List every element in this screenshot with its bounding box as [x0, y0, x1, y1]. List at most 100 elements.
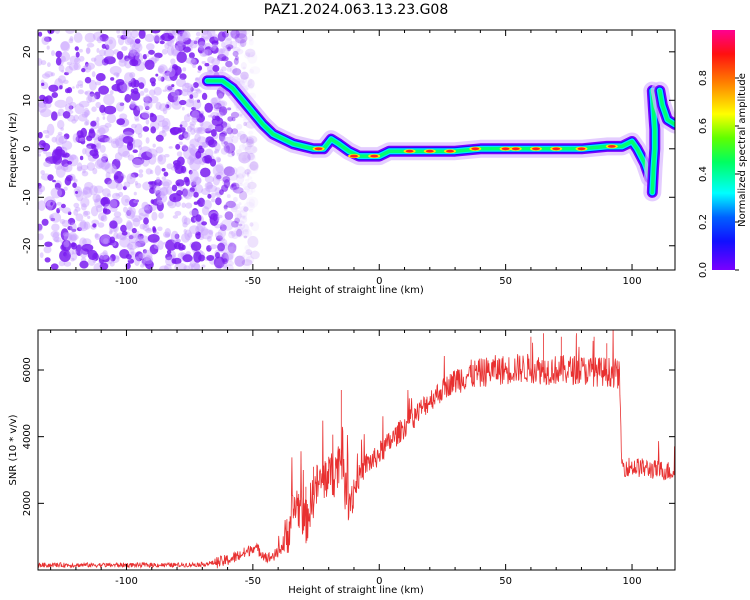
noise-blob	[153, 86, 162, 96]
noise-blob	[207, 235, 212, 242]
noise-blob	[61, 159, 70, 168]
colorbar-tick-label: 0.0	[698, 262, 709, 278]
noise-blob	[165, 253, 173, 261]
noise-blob	[236, 220, 246, 231]
noise-blob	[193, 251, 202, 263]
noise-blob	[109, 229, 113, 234]
noise-blob	[173, 241, 182, 250]
noise-blob	[115, 182, 123, 191]
noise-blob	[201, 264, 206, 268]
noise-blob	[130, 30, 139, 39]
noise-blob	[38, 200, 46, 211]
noise-blob	[207, 193, 212, 199]
noise-blob	[241, 259, 253, 266]
noise-blob	[243, 85, 250, 91]
noise-blob	[167, 91, 178, 103]
noise-blob	[154, 35, 160, 44]
noise-blob	[153, 190, 159, 195]
noise-blob	[72, 86, 75, 89]
noise-blob	[244, 145, 258, 155]
noise-blob	[58, 135, 68, 144]
noise-blob	[63, 232, 73, 242]
noise-blob	[241, 229, 253, 238]
noise-blob	[57, 108, 65, 117]
noise-blob	[219, 189, 224, 196]
noise-blob	[206, 181, 214, 190]
noise-blob	[234, 255, 245, 267]
noise-blob	[243, 263, 250, 270]
noise-blob	[166, 67, 176, 78]
noise-blob	[249, 161, 259, 172]
noise-blob	[170, 166, 176, 171]
noise-blob	[138, 235, 150, 244]
noise-blob	[113, 231, 119, 240]
noise-blob	[132, 217, 141, 227]
noise-blob	[105, 44, 110, 50]
noise-blob	[249, 222, 254, 227]
noise-blob	[224, 211, 234, 221]
noise-blob	[227, 242, 237, 254]
noise-blob	[55, 57, 62, 66]
noise-blob	[249, 208, 254, 213]
noise-blob	[116, 73, 120, 77]
noise-blob	[235, 48, 244, 55]
noise-blob	[99, 262, 109, 270]
noise-blob	[162, 89, 167, 92]
noise-blob	[131, 215, 142, 223]
noise-blob	[129, 248, 135, 253]
noise-blob	[75, 213, 84, 222]
snr-frame	[37, 329, 676, 571]
noise-blob	[148, 49, 155, 55]
noise-blob	[247, 152, 256, 161]
noise-blob	[160, 76, 165, 82]
noise-blob	[149, 204, 157, 211]
noise-blob	[187, 85, 194, 93]
noise-blob	[126, 243, 133, 250]
noise-blob	[104, 203, 111, 210]
noise-blob	[170, 44, 179, 57]
noise-blob	[227, 153, 235, 158]
colorbar-tick-label: 0.8	[698, 70, 709, 86]
ridge-hotspot-core	[577, 147, 586, 151]
noise-blob	[188, 143, 196, 155]
noise-blob	[179, 73, 187, 80]
noise-blob	[183, 217, 191, 225]
noise-blob	[197, 65, 203, 71]
noise-blob	[245, 51, 251, 57]
noise-blob	[62, 79, 69, 85]
noise-blob	[194, 177, 202, 184]
noise-blob	[234, 209, 242, 221]
noise-blob	[224, 251, 234, 260]
noise-blob	[242, 141, 252, 151]
noise-blob	[116, 118, 125, 126]
noise-blob	[174, 40, 186, 52]
noise-blob	[215, 197, 222, 206]
noise-blob	[82, 210, 89, 217]
noise-blob	[240, 71, 249, 80]
noise-blob	[73, 186, 83, 198]
noise-blob	[157, 75, 163, 82]
noise-blob	[166, 163, 174, 170]
noise-blob	[204, 154, 213, 164]
noise-blob	[205, 136, 215, 146]
noise-blob	[67, 160, 73, 165]
noise-blob	[170, 230, 179, 243]
noise-blob	[155, 73, 159, 77]
noise-blob	[122, 185, 127, 191]
noise-blob	[99, 252, 109, 260]
noise-blob	[94, 233, 101, 240]
snr-y-axis: 2000 4000 6000	[22, 357, 675, 516]
noise-blob	[64, 176, 72, 186]
noise-blob	[247, 52, 258, 64]
noise-blob	[242, 135, 247, 140]
noise-blob	[131, 42, 143, 53]
noise-blob	[217, 100, 228, 108]
noise-blob	[223, 45, 228, 52]
noise-blob	[167, 86, 173, 91]
noise-blob	[43, 161, 51, 168]
noise-blob	[182, 254, 193, 263]
noise-blob	[249, 39, 254, 46]
noise-blob	[103, 94, 115, 106]
noise-blob	[88, 129, 96, 139]
